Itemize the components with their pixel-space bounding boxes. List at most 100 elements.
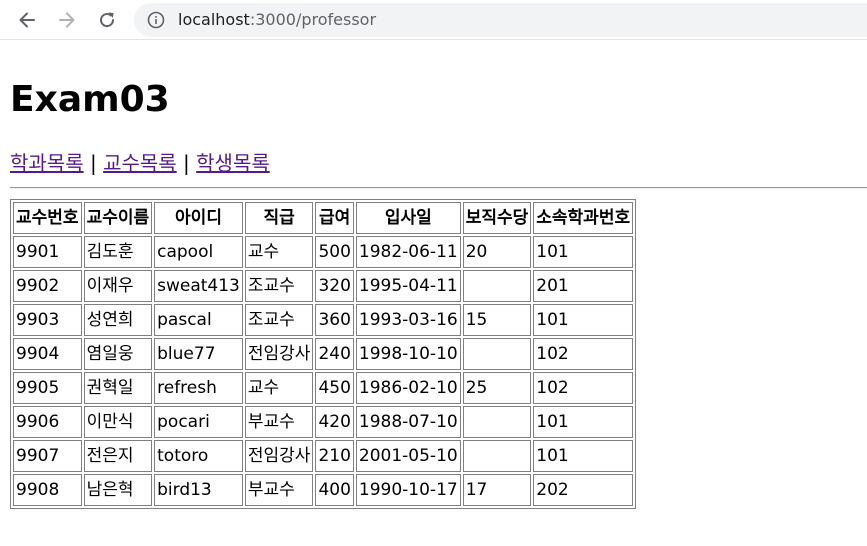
cell-position: 부교수 [244,474,314,506]
link-separator: | [183,151,190,175]
cell-bonus: 17 [462,474,532,506]
link-professors[interactable]: 교수목록 [103,151,177,175]
cell-prof-no: 9903 [13,304,82,336]
cell-bonus [462,270,532,302]
table-row: 9907 전은지 totoro 전임강사 210 2001-05-10 101 [13,440,634,472]
arrow-left-icon [19,12,35,28]
cell-position: 교수 [244,236,314,268]
header-prof-name: 교수이름 [83,202,153,234]
browser-toolbar: localhost:3000/professor [0,0,867,40]
cell-bonus: 15 [462,304,532,336]
cell-prof-no: 9901 [13,236,82,268]
nav-links: 학과목록 | 교수목록 | 학생목록 [10,149,270,177]
reload-icon [100,12,115,28]
cell-hire-date: 1993-03-16 [355,304,461,336]
cell-prof-name: 이만식 [83,406,153,438]
cell-position: 교수 [244,372,314,404]
cell-prof-no: 9905 [13,372,82,404]
cell-dept-no: 101 [533,236,634,268]
info-icon[interactable] [147,11,165,29]
arrow-right-icon [59,12,75,28]
cell-salary: 240 [315,338,354,370]
cell-dept-no: 101 [533,406,634,438]
cell-bonus: 20 [462,236,532,268]
cell-dept-no: 102 [533,338,634,370]
cell-salary: 320 [315,270,354,302]
table-row: 9906 이만식 pocari 부교수 420 1988-07-10 101 [13,406,634,438]
cell-position: 조교수 [244,304,314,336]
header-position: 직급 [244,202,314,234]
link-departments[interactable]: 학과목록 [10,151,84,175]
cell-prof-name: 남은혁 [83,474,153,506]
header-dept-no: 소속학과번호 [533,202,634,234]
table-row: 9902 이재우 sweat413 조교수 320 1995-04-11 201 [13,270,634,302]
cell-dept-no: 101 [533,304,634,336]
cell-user-id: capool [154,236,243,268]
header-prof-no: 교수번호 [13,202,82,234]
cell-hire-date: 1998-10-10 [355,338,461,370]
table-row: 9901 김도훈 capool 교수 500 1982-06-11 20 101 [13,236,634,268]
header-salary: 급여 [315,202,354,234]
cell-position: 조교수 [244,270,314,302]
table-row: 9903 성연희 pascal 조교수 360 1993-03-16 15 10… [13,304,634,336]
cell-prof-name: 권혁일 [83,372,153,404]
back-button[interactable] [13,6,41,34]
cell-hire-date: 1995-04-11 [355,270,461,302]
cell-bonus [462,440,532,472]
cell-hire-date: 1990-10-17 [355,474,461,506]
table-row: 9908 남은혁 bird13 부교수 400 1990-10-17 17 20… [13,474,634,506]
cell-prof-name: 전은지 [83,440,153,472]
address-bar[interactable]: localhost:3000/professor [134,3,867,37]
cell-salary: 420 [315,406,354,438]
url-text: localhost:3000/professor [178,10,376,30]
link-separator: | [89,151,97,175]
link-students[interactable]: 학생목록 [196,151,270,175]
cell-position: 부교수 [244,406,314,438]
cell-salary: 210 [315,440,354,472]
cell-prof-no: 9907 [13,440,82,472]
cell-user-id: refresh [154,372,243,404]
cell-bonus: 25 [462,372,532,404]
cell-prof-no: 9902 [13,270,82,302]
table-row: 9905 권혁일 refresh 교수 450 1986-02-10 25 10… [13,372,634,404]
cell-user-id: bird13 [154,474,243,506]
header-bonus: 보직수당 [462,202,532,234]
cell-position: 전임강사 [244,338,314,370]
cell-prof-name: 김도훈 [83,236,153,268]
cell-hire-date: 2001-05-10 [355,440,461,472]
cell-prof-no: 9908 [13,474,82,506]
cell-dept-no: 202 [533,474,634,506]
cell-user-id: totoro [154,440,243,472]
cell-position: 전임강사 [244,440,314,472]
cell-hire-date: 1986-02-10 [355,372,461,404]
cell-hire-date: 1982-06-11 [355,236,461,268]
cell-salary: 400 [315,474,354,506]
cell-dept-no: 101 [533,440,634,472]
table-header-row: 교수번호 교수이름 아이디 직급 급여 입사일 보직수당 소속학과번호 [13,202,634,234]
cell-salary: 360 [315,304,354,336]
cell-bonus [462,406,532,438]
header-user-id: 아이디 [154,202,243,234]
cell-user-id: blue77 [154,338,243,370]
cell-hire-date: 1988-07-10 [355,406,461,438]
reload-button[interactable] [93,6,121,34]
cell-prof-name: 염일웅 [83,338,153,370]
professor-table: 교수번호 교수이름 아이디 직급 급여 입사일 보직수당 소속학과번호 9901… [10,199,637,509]
cell-salary: 450 [315,372,354,404]
forward-button[interactable] [53,6,81,34]
page-content: Exam03 학과목록 | 교수목록 | 학생목록 교수번호 교수이름 아이디 … [0,41,867,546]
cell-prof-name: 성연희 [83,304,153,336]
page-title: Exam03 [10,79,170,120]
cell-user-id: pocari [154,406,243,438]
table-row: 9904 염일웅 blue77 전임강사 240 1998-10-10 102 [13,338,634,370]
cell-prof-no: 9906 [13,406,82,438]
cell-user-id: sweat413 [154,270,243,302]
cell-prof-no: 9904 [13,338,82,370]
url-host: localhost [178,10,250,29]
url-path: :3000/professor [249,10,377,29]
cell-dept-no: 102 [533,372,634,404]
divider [10,187,867,189]
cell-bonus [462,338,532,370]
cell-prof-name: 이재우 [83,270,153,302]
cell-user-id: pascal [154,304,243,336]
